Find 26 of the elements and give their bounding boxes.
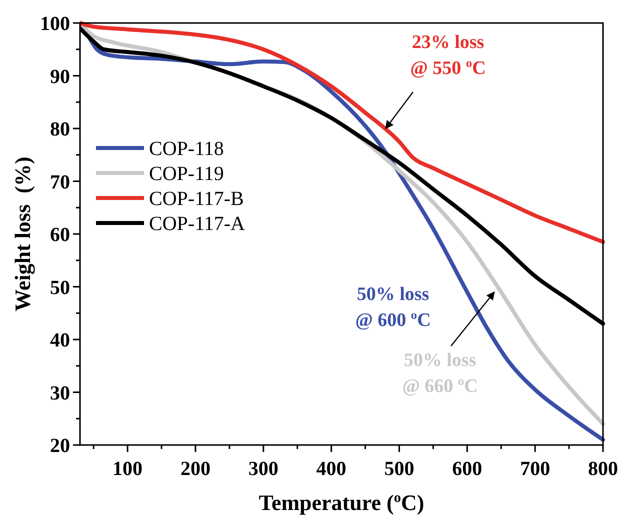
x-tick-label: 700 — [520, 458, 550, 480]
legend-label: COP-117-A — [149, 213, 246, 235]
y-tick-label: 90 — [50, 66, 70, 88]
legend-label: COP-118 — [149, 138, 224, 160]
x-tick-label: 200 — [180, 458, 210, 480]
annotation: 50% loss @ 600 $^{o}$C — [355, 284, 431, 331]
y-tick-label: 50 — [50, 276, 70, 299]
x-tick-label: 600 — [452, 458, 482, 480]
y-tick-label: 40 — [50, 330, 70, 352]
line-series — [80, 21, 605, 244]
y-tick-label: 30 — [50, 382, 70, 404]
x-tick-label: 400 — [316, 458, 346, 480]
y-tick-label: 100 — [40, 13, 70, 35]
x-tick-label: 100 — [112, 458, 143, 480]
x-tick-label: 500 — [384, 458, 414, 480]
y-tick-label: 70 — [50, 171, 70, 194]
x-axis-title: Temperature ($^{o}$C) — [258, 490, 424, 515]
y-tick-label: 60 — [50, 224, 70, 246]
annotation: 23% loss @ 550 $^{o}$C — [410, 32, 486, 79]
x-tick-label: 800 — [588, 458, 618, 480]
y-tick-label: 80 — [50, 118, 70, 140]
legend-label: COP-117-B — [149, 188, 244, 210]
y-tick-label: 20 — [50, 435, 70, 457]
y-axis-title: Weight loss (%) — [10, 156, 35, 312]
legend-label: COP-119 — [149, 163, 224, 185]
x-tick-label: 300 — [248, 458, 278, 480]
